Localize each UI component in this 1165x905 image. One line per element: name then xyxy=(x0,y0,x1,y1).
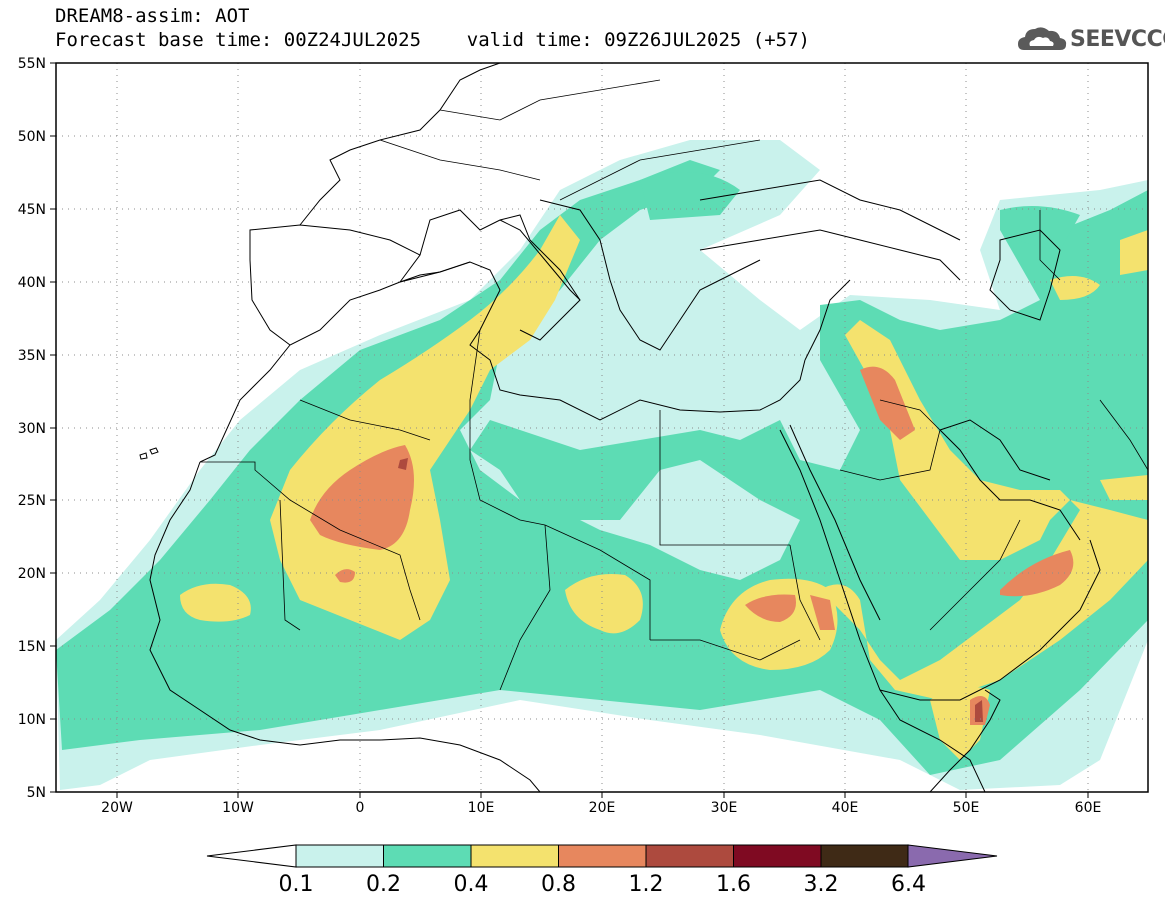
lat-label: 5N xyxy=(27,785,46,801)
colorbar-swatch xyxy=(470,844,559,868)
colorbar: 0.1 0.2 0.4 0.8 1.2 1.6 3.2 6.4 xyxy=(206,844,998,897)
colorbar-label: 0.8 xyxy=(541,872,576,897)
lat-label: 45N xyxy=(18,202,46,218)
aot-band-0.2 xyxy=(56,160,1148,775)
colorbar-label: 0.2 xyxy=(366,872,401,897)
lon-labels: 20W 10W 0 10E 20E 30E 40E 50E 60E xyxy=(101,800,1101,816)
colorbar-label: 0.4 xyxy=(454,872,489,897)
graticule xyxy=(56,63,1148,792)
lat-label: 30N xyxy=(18,421,46,437)
lat-label: 20N xyxy=(18,566,46,582)
lon-label: 10W xyxy=(222,800,254,816)
cloud-icon xyxy=(1018,27,1067,50)
tick-marks xyxy=(50,62,1089,798)
lon-label: 60E xyxy=(1075,800,1102,816)
lon-label: 40E xyxy=(832,800,859,816)
forecast-time-line: Forecast base time: 00Z24JUL2025 valid t… xyxy=(55,29,810,51)
lat-label: 25N xyxy=(18,493,46,509)
aot-band-0.8 xyxy=(310,366,1074,725)
colorbar-swatch xyxy=(733,844,822,868)
lat-label: 10N xyxy=(18,712,46,728)
colorbar-label: 1.2 xyxy=(629,872,664,897)
map-title: DREAM8-assim: AOT xyxy=(55,5,250,27)
coastlines xyxy=(139,63,1101,792)
colorbar-swatch xyxy=(383,844,472,868)
lon-label: 20W xyxy=(101,800,133,816)
colorbar-swatch xyxy=(820,844,909,868)
lat-label: 35N xyxy=(18,348,46,364)
lat-label: 40N xyxy=(18,275,46,291)
lat-label: 50N xyxy=(18,129,46,145)
lon-label: 0 xyxy=(356,800,365,816)
colorbar-label: 6.4 xyxy=(891,872,926,897)
lon-label: 30E xyxy=(711,800,738,816)
colorbar-swatch xyxy=(295,844,384,868)
aot-band-1.2 xyxy=(398,458,983,722)
country-borders xyxy=(200,79,1148,691)
lon-label: 50E xyxy=(953,800,980,816)
lon-label: 10E xyxy=(468,800,495,816)
lat-labels: 55N 50N 45N 40N 35N 30N 25N 20N 15N 10N … xyxy=(18,56,46,801)
colorbar-label: 0.1 xyxy=(279,872,314,897)
lat-label: 15N xyxy=(18,639,46,655)
colorbar-swatch xyxy=(558,844,647,868)
colorbar-swatch xyxy=(645,844,734,868)
lon-label: 20E xyxy=(589,800,616,816)
logo-text: SEEVCCC xyxy=(1070,27,1165,52)
colorbar-label: 3.2 xyxy=(804,872,839,897)
colorbar-under-arrow xyxy=(206,844,297,868)
colorbar-label: 1.6 xyxy=(716,872,751,897)
colorbar-over-arrow xyxy=(907,844,998,868)
lat-label: 55N xyxy=(18,56,46,72)
